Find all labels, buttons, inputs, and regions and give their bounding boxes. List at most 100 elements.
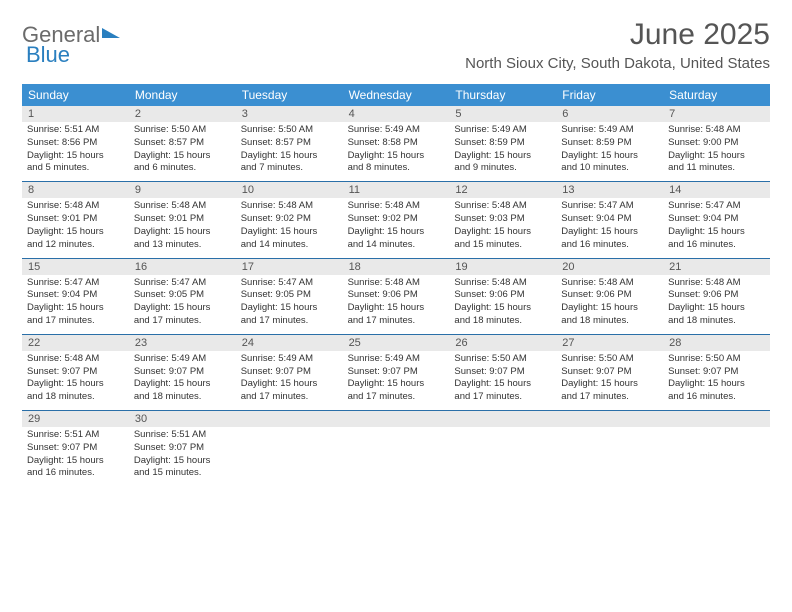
daylight-line-2: and 7 minutes. [239,162,340,175]
daylight-line-1: Daylight: 15 hours [239,378,340,391]
daylight-line-1: Daylight: 15 hours [25,150,126,163]
sunrise-line: Sunrise: 5:49 AM [346,124,447,137]
logo-triangle-icon [102,28,120,38]
sunset-line: Sunset: 9:06 PM [452,289,553,302]
sunrise-line: Sunrise: 5:48 AM [346,200,447,213]
day-cell: 20Sunrise: 5:48 AMSunset: 9:06 PMDayligh… [556,259,663,334]
sunrise-line: Sunrise: 5:51 AM [25,124,126,137]
day-number: 29 [22,411,129,427]
daynum-bar: 13 [556,182,663,198]
dow-label: Wednesday [343,84,450,106]
daynum-bar: 16 [129,259,236,275]
day-cell: 27Sunrise: 5:50 AMSunset: 9:07 PMDayligh… [556,335,663,410]
sunset-line: Sunset: 9:05 PM [239,289,340,302]
daynum-bar: 12 [449,182,556,198]
day-cell: 12Sunrise: 5:48 AMSunset: 9:03 PMDayligh… [449,182,556,257]
page-title: June 2025 [465,18,770,51]
sunrise-line: Sunrise: 5:48 AM [559,277,660,290]
day-number: 25 [343,335,450,351]
daynum-bar: 21 [663,259,770,275]
day-number: 17 [236,259,343,275]
day-cell: 4Sunrise: 5:49 AMSunset: 8:58 PMDaylight… [343,106,450,181]
daylight-line-1: Daylight: 15 hours [132,302,233,315]
day-of-week-header: SundayMondayTuesdayWednesdayThursdayFrid… [22,84,770,106]
daylight-line-1: Daylight: 15 hours [666,302,767,315]
daylight-line-2: and 17 minutes. [25,315,126,328]
daylight-line-1: Daylight: 15 hours [346,302,447,315]
daynum-bar: . [236,411,343,427]
day-number: 5 [449,106,556,122]
weeks-container: 1Sunrise: 5:51 AMSunset: 8:56 PMDaylight… [22,106,770,486]
day-cell: 9Sunrise: 5:48 AMSunset: 9:01 PMDaylight… [129,182,236,257]
week-row: 8Sunrise: 5:48 AMSunset: 9:01 PMDaylight… [22,182,770,258]
title-block: June 2025 North Sioux City, South Dakota… [465,18,770,72]
calendar-page: General June 2025 North Sioux City, Sout… [0,0,792,486]
sunset-line: Sunset: 9:04 PM [559,213,660,226]
day-number: 8 [22,182,129,198]
day-cell: 24Sunrise: 5:49 AMSunset: 9:07 PMDayligh… [236,335,343,410]
day-cell: 7Sunrise: 5:48 AMSunset: 9:00 PMDaylight… [663,106,770,181]
sunset-line: Sunset: 8:56 PM [25,137,126,150]
sunrise-line: Sunrise: 5:50 AM [132,124,233,137]
sunset-line: Sunset: 9:06 PM [559,289,660,302]
day-cell: . [343,411,450,486]
day-number: 11 [343,182,450,198]
daynum-bar: 15 [22,259,129,275]
daylight-line-2: and 11 minutes. [666,162,767,175]
day-number: 18 [343,259,450,275]
day-number: 20 [556,259,663,275]
daylight-line-1: Daylight: 15 hours [559,226,660,239]
sunset-line: Sunset: 8:58 PM [346,137,447,150]
sunrise-line: Sunrise: 5:49 AM [452,124,553,137]
daylight-line-2: and 16 minutes. [559,239,660,252]
daylight-line-1: Daylight: 15 hours [25,302,126,315]
page-subtitle: North Sioux City, South Dakota, United S… [465,55,770,72]
day-cell: 16 Sunrise: 5:47 AMSunset: 9:05 PMDayligh… [129,259,236,334]
day-cell: . [556,411,663,486]
daynum-bar: 2 [129,106,236,122]
dow-label: Saturday [663,84,770,106]
dow-label: Monday [129,84,236,106]
day-number: 3 [236,106,343,122]
daylight-line-2: and 13 minutes. [132,239,233,252]
daynum-bar: 22 [22,335,129,351]
sunset-line: Sunset: 8:57 PM [239,137,340,150]
daylight-line-2: and 16 minutes. [25,467,126,480]
daylight-line-1: Daylight: 15 hours [132,455,233,468]
sunrise-line: Sunrise: 5:48 AM [666,277,767,290]
day-cell: 15Sunrise: 5:47 AMSunset: 9:04 PMDayligh… [22,259,129,334]
sunrise-line: Sunrise: 5:47 AM [132,277,233,290]
daynum-bar: . [663,411,770,427]
sunset-line: Sunset: 9:07 PM [25,442,126,455]
day-number: 23 [129,335,236,351]
sunset-line: Sunset: 9:05 PM [132,289,233,302]
daylight-line-1: Daylight: 15 hours [346,226,447,239]
daylight-line-2: and 17 minutes. [559,391,660,404]
day-number: 30 [129,411,236,427]
sunrise-line: Sunrise: 5:47 AM [25,277,126,290]
day-cell: . [663,411,770,486]
sunrise-line: Sunrise: 5:49 AM [346,353,447,366]
day-number: 19 [449,259,556,275]
daynum-bar: 23 [129,335,236,351]
day-number: 15 [22,259,129,275]
daylight-line-2: and 18 minutes. [559,315,660,328]
sunset-line: Sunset: 9:03 PM [452,213,553,226]
daylight-line-2: and 12 minutes. [25,239,126,252]
day-number: 21 [663,259,770,275]
daylight-line-2: and 10 minutes. [559,162,660,175]
day-cell: 14Sunrise: 5:47 AMSunset: 9:04 PMDayligh… [663,182,770,257]
daylight-line-2: and 6 minutes. [132,162,233,175]
sunrise-line: Sunrise: 5:47 AM [239,277,340,290]
daylight-line-1: Daylight: 15 hours [25,226,126,239]
daynum-bar: 11 [343,182,450,198]
daylight-line-1: Daylight: 15 hours [666,150,767,163]
daylight-line-2: and 15 minutes. [132,467,233,480]
daynum-bar: 24 [236,335,343,351]
daylight-line-2: and 17 minutes. [346,315,447,328]
daynum-bar: . [343,411,450,427]
daylight-line-2: and 18 minutes. [452,315,553,328]
daylight-line-2: and 17 minutes. [132,315,233,328]
day-number: 24 [236,335,343,351]
daylight-line-1: Daylight: 15 hours [666,378,767,391]
